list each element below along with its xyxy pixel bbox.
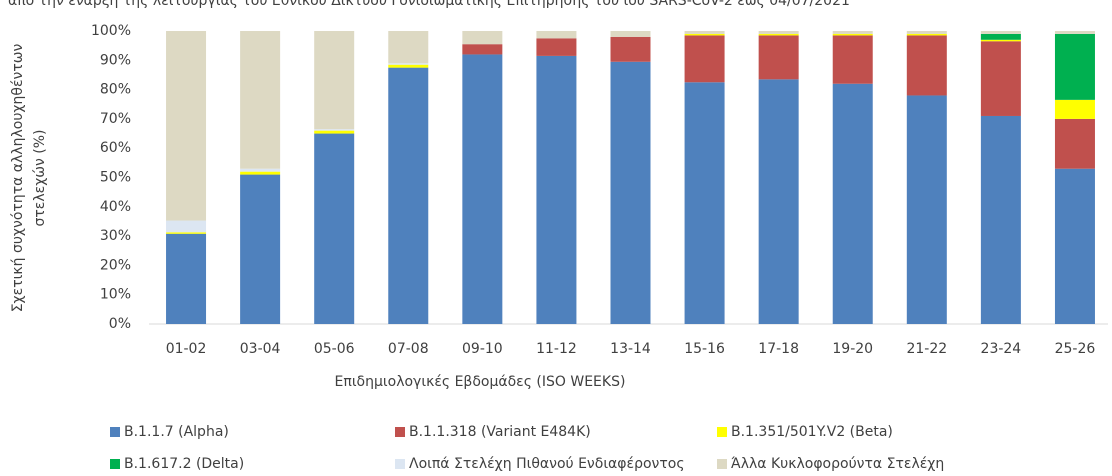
bar-segment bbox=[536, 31, 577, 39]
chart-title: από την έναρξη της λειτουργίας του Εθνικ… bbox=[8, 0, 850, 9]
bar-segment bbox=[832, 35, 873, 84]
bar-segment bbox=[980, 31, 1021, 34]
x-tick-label: 11-12 bbox=[536, 341, 577, 357]
bar-segment bbox=[610, 36, 651, 62]
legend-swatch bbox=[717, 427, 727, 437]
x-tick-label: 07-08 bbox=[388, 341, 429, 357]
bar-segment bbox=[906, 35, 947, 96]
legend-swatch bbox=[110, 427, 120, 437]
bar-segment bbox=[462, 31, 503, 45]
bar-segment bbox=[240, 174, 281, 324]
bar-segment bbox=[906, 95, 947, 325]
legend-swatch bbox=[717, 459, 727, 469]
bar-segment bbox=[906, 31, 947, 34]
legend-label: B.1.617.2 (Delta) bbox=[124, 456, 244, 472]
bar-segment bbox=[314, 130, 355, 134]
y-tick-label: 70% bbox=[100, 111, 131, 127]
bar-segment bbox=[758, 31, 799, 34]
bar-segment bbox=[388, 64, 429, 68]
bar-segment bbox=[906, 33, 947, 36]
bar-segment bbox=[1054, 31, 1095, 34]
bar-segment bbox=[536, 38, 577, 56]
bar-segment bbox=[832, 33, 873, 36]
bar-segment bbox=[1054, 33, 1095, 100]
y-tick-label: 90% bbox=[100, 52, 131, 68]
legend-swatch bbox=[110, 459, 120, 469]
bar-segment bbox=[314, 31, 355, 130]
bar-segment bbox=[462, 44, 503, 55]
y-tick-label: 0% bbox=[109, 316, 131, 332]
legend-swatch bbox=[395, 459, 405, 469]
x-tick-label: 17-18 bbox=[758, 341, 799, 357]
bar-segment bbox=[166, 232, 207, 234]
bar-segment bbox=[240, 31, 281, 169]
legend-label: B.1.1.7 (Alpha) bbox=[124, 424, 229, 440]
x-axis-label: Επιδημιολογικές Εβδομάδες (ISO WEEKS) bbox=[335, 374, 626, 390]
bar-segment bbox=[166, 233, 207, 324]
bar-segment bbox=[240, 171, 281, 175]
bar-segment bbox=[388, 63, 429, 65]
x-tick-label: 03-04 bbox=[240, 341, 281, 357]
x-tick-label: 09-10 bbox=[462, 341, 503, 357]
x-tick-label: 13-14 bbox=[610, 341, 651, 357]
legend-label: B.1.1.318 (Variant E484K) bbox=[409, 424, 591, 440]
y-tick-label: 50% bbox=[100, 170, 131, 186]
legend-label: Άλλα Κυκλοφορούντα Στελέχη bbox=[731, 456, 944, 472]
bar-segment bbox=[462, 54, 503, 324]
y-tick-label: 20% bbox=[100, 257, 131, 273]
y-tick-label: 40% bbox=[100, 199, 131, 215]
x-tick-label: 15-16 bbox=[684, 341, 725, 357]
bar-segment bbox=[240, 168, 281, 172]
bar-segment bbox=[1054, 168, 1095, 324]
y-tick-label: 100% bbox=[91, 23, 131, 39]
bar-segment bbox=[684, 31, 725, 34]
y-tick-label: 60% bbox=[100, 140, 131, 156]
bar-segment bbox=[832, 31, 873, 34]
x-tick-label: 05-06 bbox=[314, 341, 355, 357]
bar-segment bbox=[684, 33, 725, 36]
bar-segment bbox=[980, 39, 1021, 42]
bar-segment bbox=[610, 31, 651, 37]
y-tick-label: 30% bbox=[100, 228, 131, 244]
x-tick-label: 19-20 bbox=[832, 341, 873, 357]
bar-segment bbox=[980, 33, 1021, 40]
bar-segment bbox=[758, 35, 799, 80]
x-tick-label: 21-22 bbox=[906, 341, 947, 357]
bar-segment bbox=[980, 115, 1021, 324]
legend-label: Λοιπά Στελέχη Πιθανού Ενδιαφέροντος bbox=[409, 456, 685, 472]
bar-segment bbox=[684, 82, 725, 325]
bar-segment bbox=[610, 61, 651, 324]
x-tick-label: 25-26 bbox=[1055, 341, 1096, 357]
bar-segment bbox=[832, 83, 873, 325]
x-tick-label: 01-02 bbox=[166, 341, 207, 357]
bar-segment bbox=[314, 129, 355, 131]
bar-segment bbox=[758, 79, 799, 324]
y-tick-label: 10% bbox=[100, 287, 131, 303]
x-tick-label: 23-24 bbox=[981, 341, 1022, 357]
y-axis-label: Σχετική συχνότητα αλληλουχηθέντων bbox=[10, 44, 26, 313]
bar-segment bbox=[314, 133, 355, 324]
bar-segment bbox=[980, 41, 1021, 116]
bar-segment bbox=[1054, 118, 1095, 169]
bar-segment bbox=[684, 35, 725, 83]
bar-segment bbox=[388, 67, 429, 324]
bar-segment bbox=[536, 55, 577, 324]
bar-segment bbox=[388, 31, 429, 64]
bar-segment bbox=[1054, 99, 1095, 119]
bar-segment bbox=[166, 31, 207, 221]
legend-label: B.1.351/501Y.V2 (Beta) bbox=[731, 424, 893, 440]
legend-swatch bbox=[395, 427, 405, 437]
y-tick-label: 80% bbox=[100, 82, 131, 98]
bar-segment bbox=[758, 33, 799, 36]
y-axis-label: στελεχών (%) bbox=[32, 129, 48, 226]
bar-segment bbox=[166, 220, 207, 233]
